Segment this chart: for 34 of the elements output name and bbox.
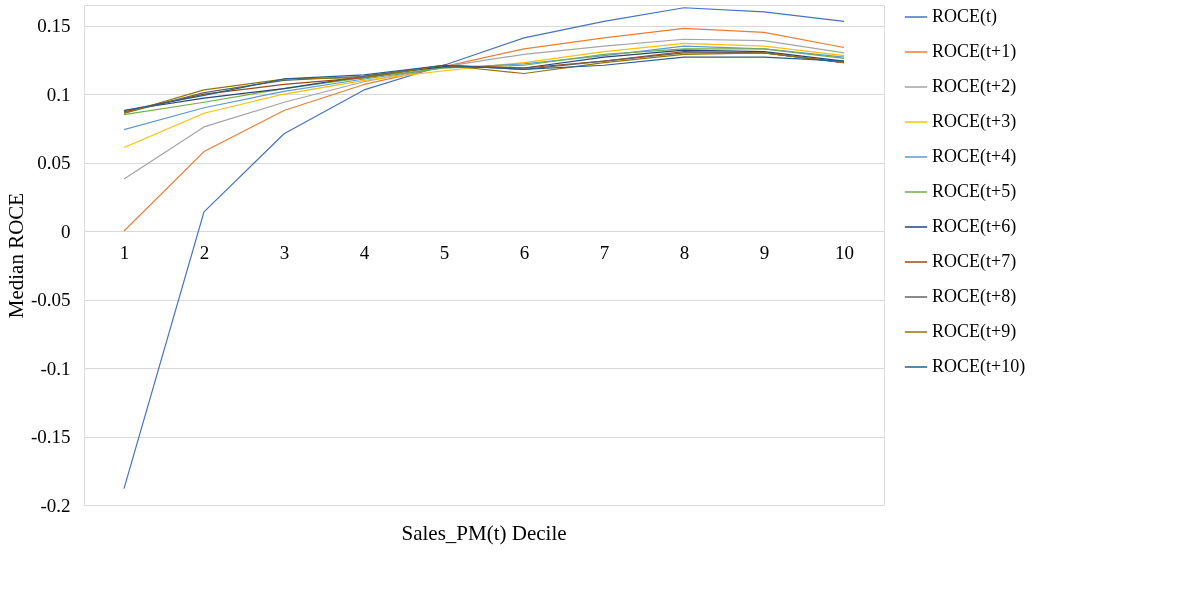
y-tick-label: 0.05 <box>37 152 71 174</box>
y-tick-label: -0.05 <box>30 289 71 311</box>
x-tick-label: 3 <box>279 241 290 263</box>
legend-label: ROCE(t+10) <box>932 356 1026 377</box>
legend-label: ROCE(t+9) <box>932 321 1017 342</box>
x-tick-label: 5 <box>439 241 450 263</box>
y-tick-label: -0.1 <box>40 357 71 379</box>
legend-label: ROCE(t+8) <box>932 286 1017 307</box>
legend-label: ROCE(t) <box>932 6 997 27</box>
y-axis-title: Median ROCE <box>3 192 28 319</box>
legend-label: ROCE(t+3) <box>932 111 1017 132</box>
legend-label: ROCE(t+2) <box>932 76 1017 97</box>
x-axis-title: Sales_PM(t) Decile <box>401 521 567 545</box>
x-tick-label: 6 <box>519 241 530 263</box>
y-tick-label: 0 <box>61 220 71 242</box>
legend-label: ROCE(t+5) <box>932 181 1017 202</box>
line-series <box>123 42 845 149</box>
x-tick-label: 2 <box>199 241 210 263</box>
y-tick-label: 0.15 <box>37 15 71 37</box>
x-tick-label: 9 <box>759 241 770 263</box>
x-tick-label: 4 <box>359 241 370 263</box>
y-tick-label: -0.2 <box>40 494 71 516</box>
legend-label: ROCE(t+4) <box>932 146 1017 167</box>
legend-label: ROCE(t+1) <box>932 41 1017 62</box>
y-tick-label: 0.1 <box>46 83 71 105</box>
x-tick-label: 10 <box>835 241 854 263</box>
legend-label: ROCE(t+7) <box>932 251 1017 272</box>
line-series <box>123 38 845 180</box>
x-tick-label: 8 <box>679 241 690 263</box>
legend-label: ROCE(t+6) <box>932 216 1017 237</box>
x-tick-label: 1 <box>119 241 130 263</box>
x-tick-label: 7 <box>599 241 610 263</box>
line-series <box>123 27 845 232</box>
y-tick-label: -0.15 <box>30 426 71 448</box>
